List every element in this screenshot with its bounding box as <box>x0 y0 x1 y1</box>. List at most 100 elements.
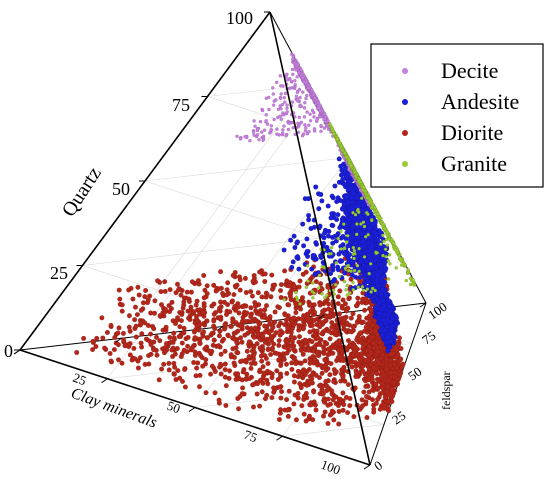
data-point <box>201 272 207 279</box>
data-point <box>282 268 288 274</box>
data-point <box>346 296 352 302</box>
data-point <box>302 337 308 343</box>
data-point <box>248 314 254 320</box>
data-point <box>361 202 367 208</box>
data-point <box>197 336 203 342</box>
data-point <box>290 259 296 265</box>
data-point <box>291 355 298 361</box>
data-point <box>276 323 282 329</box>
data-point <box>171 360 177 366</box>
data-point <box>322 357 328 363</box>
data-point <box>313 372 319 378</box>
data-point <box>278 96 283 101</box>
data-point <box>261 134 266 139</box>
data-point <box>388 319 394 325</box>
data-point <box>229 298 236 304</box>
series-diorite <box>74 255 406 427</box>
data-point <box>380 274 386 280</box>
data-point <box>298 342 304 348</box>
data-point <box>361 389 367 395</box>
data-point <box>274 80 279 85</box>
data-point <box>289 366 295 372</box>
data-point <box>209 363 215 369</box>
data-point <box>256 127 260 131</box>
data-point <box>345 338 352 344</box>
data-point <box>308 402 314 408</box>
data-point <box>127 328 133 334</box>
data-point <box>119 302 125 308</box>
data-point <box>281 247 287 253</box>
data-point <box>142 294 148 300</box>
data-point <box>132 356 138 362</box>
data-point <box>281 84 285 88</box>
data-point <box>269 375 275 381</box>
data-point <box>282 322 288 328</box>
data-point <box>315 335 321 341</box>
data-point <box>371 406 377 412</box>
data-point <box>301 393 307 399</box>
data-point <box>275 127 279 131</box>
data-point <box>300 133 305 138</box>
data-point <box>211 337 217 343</box>
data-point <box>363 399 369 405</box>
data-point <box>211 318 217 324</box>
data-point <box>367 313 373 319</box>
data-point <box>356 313 362 320</box>
data-point <box>291 321 297 327</box>
data-point <box>329 320 335 326</box>
data-point <box>177 324 183 330</box>
data-point <box>296 334 303 340</box>
data-point <box>388 370 394 376</box>
data-point <box>367 225 373 231</box>
data-point <box>294 94 299 99</box>
data-point <box>319 198 325 204</box>
data-point <box>333 394 339 400</box>
data-point <box>283 91 288 96</box>
data-point <box>361 263 367 269</box>
data-point <box>290 347 297 353</box>
data-point <box>262 128 267 132</box>
data-point <box>306 379 312 385</box>
data-point <box>362 307 368 313</box>
data-point <box>360 403 366 409</box>
data-point <box>350 324 356 330</box>
data-point <box>210 342 216 348</box>
data-point <box>300 221 306 227</box>
data-point <box>303 123 307 127</box>
data-point <box>301 325 307 331</box>
data-point <box>359 397 365 403</box>
data-point <box>291 283 297 289</box>
data-point <box>224 287 230 293</box>
data-point <box>160 327 166 333</box>
data-point <box>299 104 304 109</box>
data-point <box>311 224 317 230</box>
data-point <box>175 315 181 321</box>
data-point <box>252 119 256 123</box>
data-point <box>351 414 357 420</box>
data-point <box>111 347 117 353</box>
data-point <box>364 414 370 421</box>
data-point <box>350 311 356 317</box>
data-point <box>286 283 292 289</box>
data-point <box>250 404 257 410</box>
data-point <box>237 287 243 293</box>
data-point <box>360 335 366 341</box>
data-point <box>143 336 149 342</box>
data-point <box>306 212 312 219</box>
data-point <box>285 325 291 331</box>
data-point <box>325 346 331 352</box>
data-point <box>273 350 279 356</box>
data-point <box>381 405 387 411</box>
data-point <box>307 129 311 134</box>
data-point <box>225 333 231 339</box>
data-point <box>332 328 338 334</box>
data-point <box>332 183 338 189</box>
data-point <box>302 358 308 364</box>
data-point <box>369 243 375 249</box>
data-point <box>269 345 276 351</box>
data-point <box>337 396 343 402</box>
data-point <box>365 249 371 255</box>
data-point <box>181 330 187 336</box>
data-point <box>262 329 268 335</box>
data-point <box>119 360 125 366</box>
